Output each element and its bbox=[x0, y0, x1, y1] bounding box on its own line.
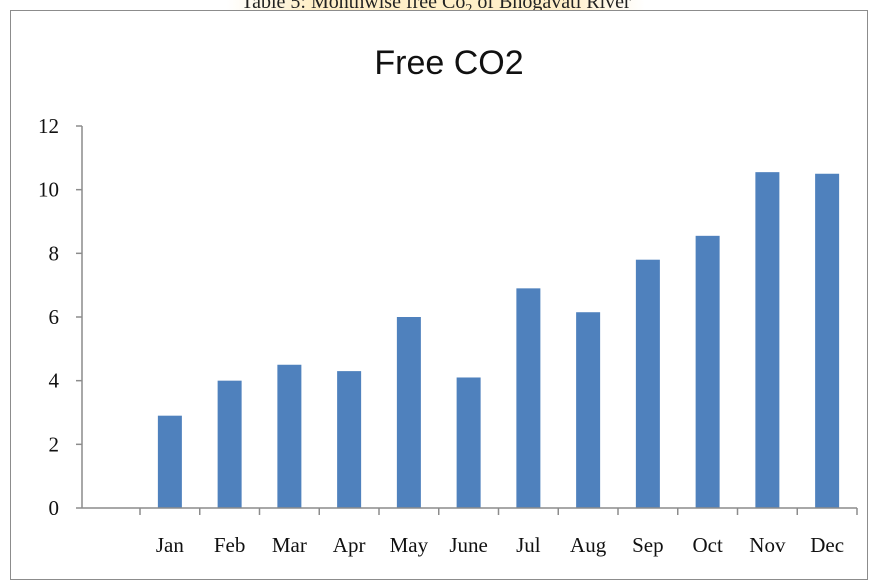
y-tick-label: 8 bbox=[49, 241, 60, 265]
bar bbox=[217, 380, 242, 508]
bar bbox=[337, 371, 362, 508]
bar bbox=[516, 288, 541, 508]
bar bbox=[635, 259, 660, 508]
bar bbox=[695, 235, 720, 508]
x-tick-label: Jan bbox=[156, 533, 184, 557]
bar bbox=[576, 312, 601, 508]
y-tick-label: 0 bbox=[49, 496, 60, 520]
bar bbox=[277, 364, 302, 508]
x-tick-label: Apr bbox=[333, 533, 366, 557]
x-tick-label: May bbox=[390, 533, 429, 557]
x-tick-label: Jul bbox=[516, 533, 541, 557]
x-tick-label: Aug bbox=[570, 533, 607, 557]
chart-frame: Free CO2 0 2 4 6 8 10 12 Jan Feb Mar Apr May June Ju… bbox=[10, 10, 868, 580]
y-axis: 0 2 4 6 8 10 12 bbox=[38, 114, 83, 520]
chart-title: Free CO2 bbox=[374, 44, 523, 82]
x-tick-label: Mar bbox=[272, 533, 307, 557]
bar-chart: Free CO2 0 2 4 6 8 10 12 Jan Feb Mar Apr May June Ju… bbox=[38, 44, 858, 557]
x-tick-label: Dec bbox=[810, 533, 844, 557]
x-tick-label: Feb bbox=[214, 533, 246, 557]
x-tick-label: Sep bbox=[632, 533, 664, 557]
x-tick-label: June bbox=[449, 533, 488, 557]
caption-prefix: Table 5: Monthwise free Co bbox=[241, 0, 466, 13]
caption-subscript: 2 bbox=[465, 2, 472, 17]
y-tick-label: 12 bbox=[38, 114, 59, 138]
x-axis: Jan Feb Mar Apr May June Jul Aug Sep Oct Nov Dec bbox=[82, 507, 858, 557]
x-tick-label: Oct bbox=[692, 533, 722, 557]
bar-series bbox=[157, 172, 840, 509]
bar bbox=[157, 415, 182, 508]
bar bbox=[396, 317, 421, 508]
bar bbox=[456, 377, 481, 508]
y-tick-label: 6 bbox=[49, 305, 60, 329]
x-tick-label: Nov bbox=[749, 533, 786, 557]
y-tick-label: 2 bbox=[49, 432, 60, 456]
y-tick-label: 4 bbox=[49, 369, 60, 393]
caption-highlight: Table 5: Monthwise free Co2 of Bhogavati… bbox=[227, 0, 645, 17]
caption-suffix: of Bhogavati River bbox=[472, 0, 631, 13]
table-caption: Table 5: Monthwise free Co2 of Bhogavati… bbox=[0, 0, 872, 17]
y-tick-label: 10 bbox=[38, 178, 59, 202]
bar bbox=[755, 172, 780, 509]
bar bbox=[815, 173, 840, 508]
